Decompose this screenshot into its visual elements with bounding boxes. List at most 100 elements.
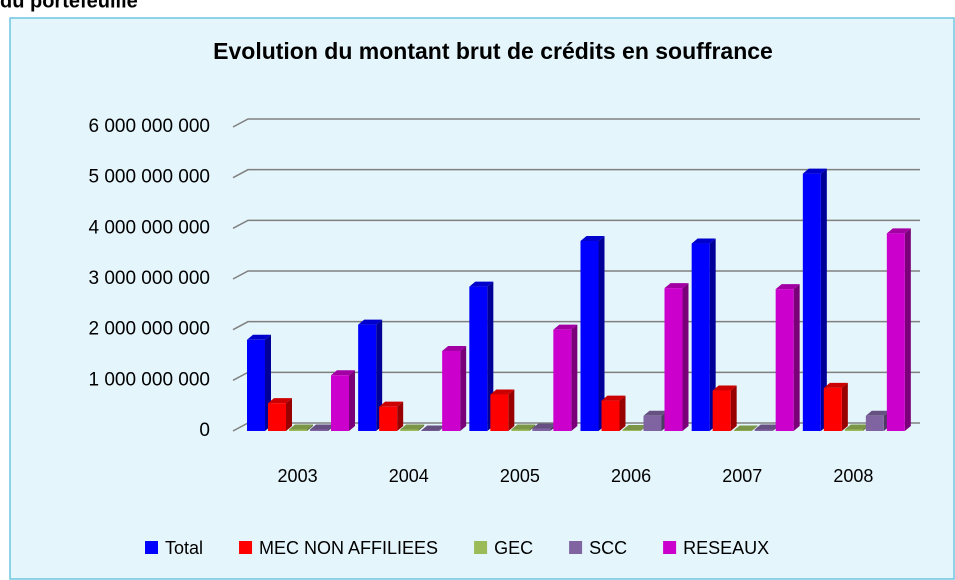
bar-front: [268, 403, 286, 431]
bar-top: [331, 370, 355, 376]
bar: [358, 319, 383, 431]
bar-front: [733, 430, 752, 431]
bar-top: [754, 424, 779, 430]
x-tick-label: 2004: [389, 466, 429, 486]
bar-top: [379, 401, 404, 407]
bar-front: [712, 390, 731, 431]
bar-top: [643, 410, 668, 416]
bar-front: [553, 329, 572, 431]
legend-label: Total: [165, 538, 203, 558]
bar-side: [460, 345, 467, 431]
x-tick-label: 2006: [611, 466, 651, 486]
bar-side: [751, 425, 758, 431]
x-tick-label: 2007: [722, 466, 762, 486]
bar: [490, 389, 515, 431]
bar-side: [598, 236, 605, 431]
bar: [268, 398, 292, 431]
bar-side: [571, 324, 578, 431]
legend-label: GEC: [494, 538, 533, 558]
legend-swatch: [474, 541, 488, 554]
bar-top: [580, 236, 605, 241]
bar-top: [490, 389, 515, 395]
legend-label: RESEAUX: [683, 538, 769, 558]
bar-front: [580, 241, 599, 431]
x-tick-label: 2008: [833, 466, 873, 486]
header-text: du portefeuille: [0, 0, 138, 12]
bar: [580, 236, 605, 431]
bar-top: [775, 284, 800, 290]
bar: [601, 395, 626, 431]
grid-line: [232, 118, 920, 128]
bar-front: [691, 243, 710, 431]
bar-top: [865, 410, 890, 416]
bar-top: [802, 168, 827, 174]
bar-top: [553, 324, 578, 330]
bar-front: [379, 406, 398, 431]
bar: [400, 424, 425, 431]
bar-side: [286, 398, 292, 431]
bar-front: [469, 286, 488, 431]
bar-top: [844, 424, 869, 430]
bar-top: [532, 423, 557, 429]
bar-front: [400, 429, 419, 431]
bar-side: [376, 319, 383, 431]
bar-side: [307, 424, 313, 431]
bar-top: [601, 395, 626, 401]
bar-front: [643, 415, 662, 431]
bar: [511, 424, 536, 431]
bar: [733, 425, 758, 431]
grid-line: [232, 168, 920, 179]
bar-front: [331, 375, 349, 431]
bar: [865, 410, 890, 431]
legend-label: MEC NON AFFILIEES: [259, 538, 438, 558]
y-tick-label: 0: [199, 420, 210, 441]
bar: [664, 283, 689, 431]
bar-front: [622, 429, 641, 431]
bar-top: [358, 319, 383, 325]
y-tick-label: 6 000 000 000: [88, 116, 210, 137]
bar-front: [601, 400, 620, 431]
x-tick-label: 2005: [500, 466, 540, 486]
bar-front: [289, 429, 307, 431]
bar-top: [247, 334, 271, 340]
bar-side: [397, 401, 404, 431]
bar-front: [886, 233, 905, 431]
bar-top: [289, 424, 313, 430]
bar-front: [442, 350, 461, 431]
bar-front: [490, 394, 509, 431]
bar-top: [823, 382, 848, 388]
bar-top: [442, 345, 467, 351]
bar-top: [511, 424, 536, 430]
bar-front: [532, 428, 551, 431]
bar-side: [619, 395, 626, 431]
bar-side: [904, 228, 911, 431]
bar-front: [802, 173, 821, 431]
legend-swatch: [145, 541, 158, 554]
bar-side: [349, 370, 355, 431]
bar-front: [865, 415, 884, 431]
bar-side: [793, 284, 800, 431]
bar-front: [754, 429, 773, 431]
y-tick-label: 4 000 000 000: [88, 217, 210, 238]
bar-top: [886, 228, 911, 234]
bar: [886, 228, 911, 431]
bar-front: [844, 429, 863, 431]
bar-side: [820, 168, 827, 431]
bar-side: [682, 283, 689, 431]
bar: [289, 424, 313, 431]
y-tick-label: 3 000 000 000: [88, 268, 210, 289]
bar-front: [421, 430, 440, 431]
bar: [442, 345, 467, 431]
grid-line: [232, 219, 920, 229]
y-tick-label: 2 000 000 000: [88, 319, 210, 340]
bar: [643, 410, 668, 431]
bar: [379, 401, 404, 431]
bar-front: [511, 429, 530, 431]
bar-front: [358, 324, 377, 431]
bar-top: [310, 424, 334, 430]
bar: [775, 284, 800, 431]
legend-swatch: [239, 541, 253, 554]
bar-top: [691, 238, 716, 244]
bar-side: [508, 389, 515, 431]
